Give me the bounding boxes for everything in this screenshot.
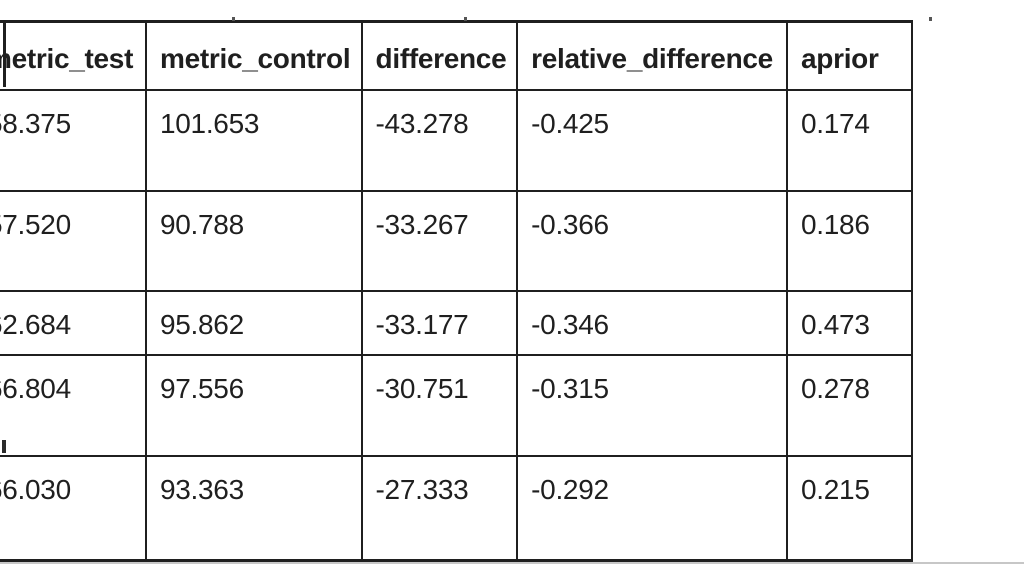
cell-metric-test: 66.030 (0, 455, 148, 562)
cell-metric-control: 95.862 (145, 290, 363, 356)
cell-relative-difference: -0.292 (516, 455, 789, 562)
cropped-text-fragment (2, 440, 6, 453)
header-relative-difference: relative_difference (516, 20, 789, 91)
header-difference: difference (360, 20, 519, 91)
cell-relative-difference: -0.366 (516, 190, 789, 292)
cropped-left-border-segment (3, 20, 6, 87)
table-row: c 66.030 93.363 -27.333 -0.292 0.215 (0, 455, 913, 562)
cropped-border-nub (464, 17, 467, 21)
cell-metric-test: 62.684 (0, 290, 148, 356)
cell-apriori: 0.278 (786, 354, 913, 457)
cell-relative-difference: -0.315 (516, 354, 789, 457)
cell-apriori: 0.174 (786, 89, 913, 192)
cell-relative-difference: -0.346 (516, 290, 789, 356)
cell-difference: -33.177 (360, 290, 519, 356)
header-metric-test: metric_test (0, 20, 148, 91)
cell-difference: -30.751 (360, 354, 519, 457)
cropped-border-nub (929, 17, 932, 21)
table-bottom-shadow-line (0, 562, 1024, 564)
table-row: 66.804 97.556 -30.751 -0.315 0.278 (0, 354, 913, 457)
cell-metric-control: 101.653 (145, 89, 363, 192)
table-row: l 58.375 101.653 -43.278 -0.425 0.174 (0, 89, 913, 192)
cell-metric-test: 57.520 (0, 190, 148, 292)
cell-metric-test: 66.804 (0, 354, 148, 457)
cell-apriori: 0.186 (786, 190, 913, 292)
metrics-comparison-table: metric_test metric_control difference re… (0, 20, 913, 562)
cell-metric-control: 97.556 (145, 354, 363, 457)
cell-metric-control: 93.363 (145, 455, 363, 562)
table-row: 57.520 90.788 -33.267 -0.366 0.186 (0, 190, 913, 292)
cell-relative-difference: -0.425 (516, 89, 789, 192)
cell-metric-control: 90.788 (145, 190, 363, 292)
cell-difference: -33.267 (360, 190, 519, 292)
header-apriori: aprior (786, 20, 913, 91)
cell-metric-test: 58.375 (0, 89, 148, 192)
header-row: metric_test metric_control difference re… (0, 20, 913, 91)
cell-apriori: 0.473 (786, 290, 913, 356)
cell-difference: -27.333 (360, 455, 519, 562)
cropped-border-nub (232, 17, 235, 21)
table-row: 62.684 95.862 -33.177 -0.346 0.473 (0, 290, 913, 356)
cell-difference: -43.278 (360, 89, 519, 192)
header-metric-control: metric_control (145, 20, 363, 91)
cell-apriori: 0.215 (786, 455, 913, 562)
